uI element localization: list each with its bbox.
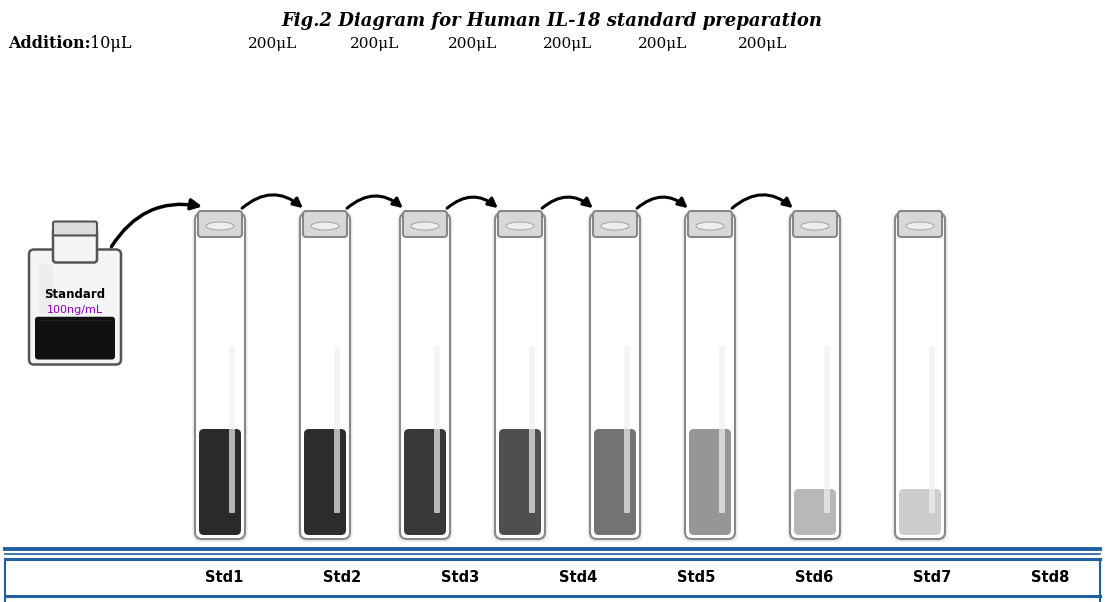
FancyBboxPatch shape <box>198 211 242 237</box>
FancyBboxPatch shape <box>824 346 830 513</box>
Text: Addition:: Addition: <box>8 36 91 52</box>
FancyBboxPatch shape <box>529 346 535 513</box>
Text: 200μL: 200μL <box>248 37 297 51</box>
FancyBboxPatch shape <box>35 317 115 359</box>
FancyBboxPatch shape <box>299 213 350 539</box>
FancyBboxPatch shape <box>588 212 642 542</box>
Ellipse shape <box>411 222 439 230</box>
Text: Std1: Std1 <box>204 570 243 585</box>
Ellipse shape <box>601 222 629 230</box>
FancyBboxPatch shape <box>194 213 245 539</box>
Text: Std5: Std5 <box>676 570 715 585</box>
FancyBboxPatch shape <box>499 429 541 535</box>
Text: 200μL: 200μL <box>448 37 497 51</box>
FancyBboxPatch shape <box>495 213 545 539</box>
Text: 200μL: 200μL <box>738 37 787 51</box>
FancyBboxPatch shape <box>593 211 636 237</box>
Text: 100ng/mL: 100ng/mL <box>46 305 103 315</box>
Bar <box>6 596 1099 602</box>
FancyBboxPatch shape <box>199 429 241 535</box>
FancyBboxPatch shape <box>493 212 547 542</box>
FancyBboxPatch shape <box>498 211 541 237</box>
Text: 10μL: 10μL <box>90 36 131 52</box>
Ellipse shape <box>311 222 339 230</box>
Ellipse shape <box>906 222 934 230</box>
FancyBboxPatch shape <box>590 213 640 539</box>
Text: Std8: Std8 <box>1031 570 1070 585</box>
Text: Std2: Std2 <box>323 570 361 585</box>
FancyBboxPatch shape <box>893 212 947 542</box>
FancyBboxPatch shape <box>400 213 450 539</box>
FancyBboxPatch shape <box>899 489 941 535</box>
FancyBboxPatch shape <box>898 211 941 237</box>
FancyBboxPatch shape <box>688 211 732 237</box>
FancyBboxPatch shape <box>683 212 737 542</box>
FancyBboxPatch shape <box>434 346 440 513</box>
Ellipse shape <box>506 222 534 230</box>
Text: Std7: Std7 <box>913 570 951 585</box>
Text: Fig.2 Diagram for Human IL-18 standard preparation: Fig.2 Diagram for Human IL-18 standard p… <box>282 12 822 30</box>
FancyBboxPatch shape <box>297 212 352 542</box>
Text: 200μL: 200μL <box>350 37 400 51</box>
FancyBboxPatch shape <box>229 346 235 513</box>
FancyBboxPatch shape <box>39 264 53 314</box>
Text: Std6: Std6 <box>794 570 833 585</box>
FancyBboxPatch shape <box>403 211 448 237</box>
Text: Std3: Std3 <box>441 570 480 585</box>
Ellipse shape <box>206 222 234 230</box>
Ellipse shape <box>696 222 724 230</box>
Text: 200μL: 200μL <box>638 37 687 51</box>
FancyBboxPatch shape <box>788 212 842 542</box>
FancyBboxPatch shape <box>624 346 630 513</box>
Text: Standard: Standard <box>44 288 106 302</box>
FancyBboxPatch shape <box>895 213 945 539</box>
FancyBboxPatch shape <box>303 211 347 237</box>
FancyBboxPatch shape <box>334 346 340 513</box>
FancyBboxPatch shape <box>793 211 836 237</box>
Ellipse shape <box>801 222 829 230</box>
FancyBboxPatch shape <box>790 213 840 539</box>
FancyBboxPatch shape <box>53 229 97 262</box>
FancyBboxPatch shape <box>594 429 636 535</box>
FancyBboxPatch shape <box>192 212 248 542</box>
FancyBboxPatch shape <box>53 222 97 235</box>
FancyBboxPatch shape <box>685 213 735 539</box>
FancyBboxPatch shape <box>304 429 346 535</box>
FancyBboxPatch shape <box>29 249 122 364</box>
FancyBboxPatch shape <box>929 346 935 513</box>
FancyBboxPatch shape <box>404 429 446 535</box>
Text: Std4: Std4 <box>559 570 597 585</box>
FancyBboxPatch shape <box>398 212 453 542</box>
FancyBboxPatch shape <box>690 429 732 535</box>
FancyBboxPatch shape <box>794 489 836 535</box>
Text: 200μL: 200μL <box>543 37 592 51</box>
FancyBboxPatch shape <box>719 346 725 513</box>
